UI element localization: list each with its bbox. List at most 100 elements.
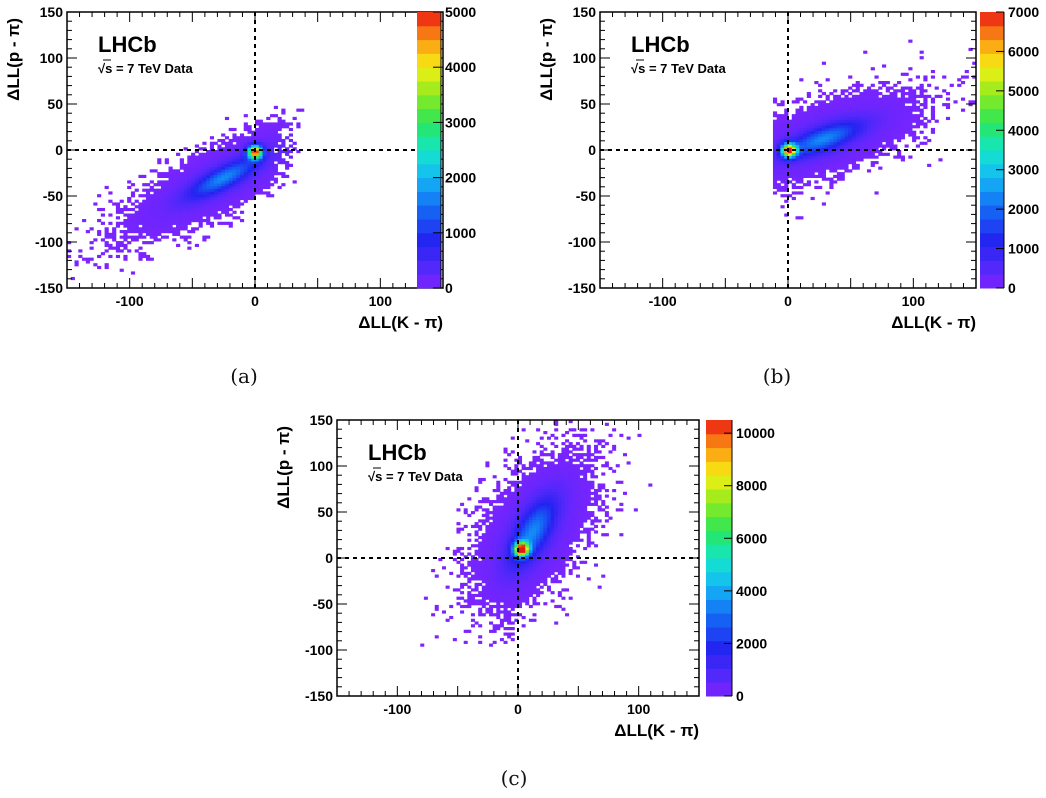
- heatmap-bin: [187, 196, 192, 201]
- heatmap-bin: [503, 513, 508, 517]
- heatmap-bin: [532, 494, 537, 498]
- heatmap-bin: [825, 133, 830, 137]
- heatmap-bin: [803, 138, 808, 143]
- heatmap-bin: [518, 511, 523, 515]
- heatmap-bin: [557, 489, 562, 493]
- heatmap-bin: [557, 571, 562, 575]
- heatmap-bin: [795, 127, 800, 132]
- heatmap-bin: [481, 591, 486, 595]
- heatmap-bin: [821, 119, 826, 123]
- heatmap-bin: [285, 152, 290, 156]
- heatmap-bin: [463, 571, 468, 575]
- heatmap-bin: [863, 155, 868, 159]
- heatmap-bin: [485, 577, 490, 581]
- heatmap-bin: [840, 136, 845, 140]
- heatmap-bin: [546, 500, 551, 504]
- heatmap-bin: [262, 158, 267, 162]
- heatmap-bin: [594, 516, 599, 520]
- heatmap-bin: [485, 535, 490, 540]
- heatmap-bin: [270, 130, 275, 134]
- heatmap-bin: [270, 161, 275, 165]
- heatmap-bin: [532, 500, 537, 504]
- heatmap-bin: [561, 533, 566, 537]
- color-scale-segment: [417, 177, 441, 192]
- heatmap-bin: [172, 205, 177, 209]
- heatmap-bin: [194, 169, 199, 173]
- heatmap-bin: [492, 552, 497, 556]
- heatmap-bin: [821, 122, 826, 126]
- heatmap-bin: [572, 428, 577, 432]
- heatmap-bin: [525, 494, 530, 498]
- heatmap-bin: [164, 196, 169, 201]
- heatmap-bin: [168, 180, 173, 184]
- heatmap-bin: [889, 119, 894, 123]
- heatmap-bin: [575, 453, 580, 457]
- heatmap-bin: [145, 221, 151, 225]
- heatmap-bin: [885, 152, 890, 156]
- heatmap-bin: [866, 103, 872, 107]
- heatmap-bin: [496, 569, 501, 573]
- heatmap-bin: [590, 483, 595, 487]
- heatmap-bin: [866, 130, 872, 134]
- heatmap-bin: [142, 199, 147, 203]
- heatmap-bin: [836, 133, 842, 137]
- heatmap-bin: [209, 188, 215, 192]
- heatmap-bin: [818, 150, 823, 154]
- heatmap-bin: [503, 585, 508, 589]
- heatmap-bin: [855, 116, 860, 121]
- heatmap-bin: [788, 125, 793, 129]
- heatmap-bin: [221, 191, 226, 195]
- heatmap-bin: [844, 94, 849, 98]
- heatmap-bin: [209, 141, 215, 145]
- heatmap-bin: [478, 546, 483, 551]
- heatmap-bin: [557, 604, 562, 609]
- heatmap-bin: [112, 227, 117, 231]
- heatmap-bin: [821, 136, 826, 140]
- heatmap-bin: [228, 163, 233, 167]
- heatmap-bin: [791, 166, 796, 170]
- heatmap-bin: [546, 588, 551, 592]
- heatmap-bin: [157, 232, 162, 236]
- heatmap-bin: [532, 585, 537, 589]
- heatmap-bin: [489, 580, 494, 584]
- heatmap-bin: [521, 502, 526, 506]
- heatmap-bin: [870, 67, 875, 71]
- heatmap-bin: [183, 210, 188, 214]
- heatmap-bin: [780, 133, 785, 137]
- heatmap-bin: [157, 205, 162, 209]
- heatmap-bin: [224, 221, 230, 225]
- heatmap-bin: [507, 588, 512, 592]
- y-tick-label: -50: [576, 188, 596, 204]
- heatmap-bin: [191, 188, 196, 192]
- heatmap-bin: [153, 202, 158, 206]
- heatmap-bin: [784, 136, 789, 140]
- heatmap-bin: [791, 127, 796, 132]
- heatmap-bin: [236, 199, 241, 203]
- heatmap-bin: [270, 125, 275, 129]
- heatmap-bin: [510, 522, 515, 526]
- heatmap-bin: [528, 560, 533, 564]
- heatmap-bin: [521, 483, 526, 487]
- heatmap-bin: [499, 588, 504, 592]
- heatmap-bin: [115, 241, 121, 245]
- heatmap-bin: [206, 155, 211, 159]
- heatmap-bin: [543, 500, 548, 504]
- heatmap-bin: [543, 453, 548, 457]
- heatmap-bin: [536, 569, 541, 573]
- heatmap-bin: [217, 166, 222, 170]
- heatmap-bin: [93, 202, 98, 206]
- heatmap-bin: [255, 185, 260, 190]
- heatmap-bin: [209, 213, 215, 217]
- heatmap-bin: [612, 469, 617, 473]
- heatmap-bin: [251, 150, 256, 154]
- heatmap-bin: [536, 602, 541, 606]
- heatmap-bin: [481, 513, 486, 517]
- heatmap-bin: [221, 166, 226, 170]
- heatmap-bin: [142, 219, 147, 223]
- heatmap-bin: [825, 97, 830, 101]
- heatmap-bin: [866, 105, 872, 109]
- heatmap-bin: [855, 97, 860, 101]
- heatmap-bin: [191, 210, 196, 214]
- heatmap-bin: [514, 599, 519, 603]
- heatmap-bin: [550, 530, 555, 534]
